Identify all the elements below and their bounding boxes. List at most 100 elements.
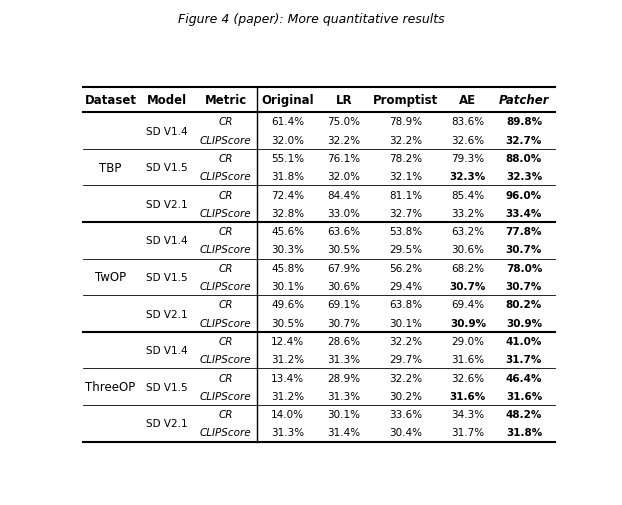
Text: 96.0%: 96.0% xyxy=(506,190,542,200)
Text: SD V2.1: SD V2.1 xyxy=(146,419,187,428)
Text: 33.4%: 33.4% xyxy=(506,209,542,219)
Text: 29.4%: 29.4% xyxy=(389,281,422,291)
Text: 31.8%: 31.8% xyxy=(271,172,304,182)
Text: 31.3%: 31.3% xyxy=(327,355,360,365)
Text: SD V1.5: SD V1.5 xyxy=(146,272,187,282)
Text: 30.4%: 30.4% xyxy=(389,428,422,437)
Text: Figure 4 (paper): More quantitative results: Figure 4 (paper): More quantitative resu… xyxy=(178,13,444,26)
Text: SD V1.4: SD V1.4 xyxy=(146,345,187,356)
Text: 49.6%: 49.6% xyxy=(271,300,304,310)
Text: 33.2%: 33.2% xyxy=(452,209,485,219)
Text: 55.1%: 55.1% xyxy=(271,154,304,164)
Text: CLIPScore: CLIPScore xyxy=(200,318,251,328)
Text: Dataset: Dataset xyxy=(85,94,137,107)
Text: 29.0%: 29.0% xyxy=(452,336,485,346)
Text: 13.4%: 13.4% xyxy=(271,373,304,383)
Text: LR: LR xyxy=(335,94,352,107)
Text: SD V2.1: SD V2.1 xyxy=(146,309,187,319)
Text: 69.4%: 69.4% xyxy=(452,300,485,310)
Text: 30.5%: 30.5% xyxy=(327,245,360,255)
Text: 31.7%: 31.7% xyxy=(452,428,485,437)
Text: CLIPScore: CLIPScore xyxy=(200,428,251,437)
Text: Original: Original xyxy=(261,94,314,107)
Text: CLIPScore: CLIPScore xyxy=(200,135,251,145)
Text: 88.0%: 88.0% xyxy=(506,154,542,164)
Text: 45.6%: 45.6% xyxy=(271,227,304,237)
Text: 30.7%: 30.7% xyxy=(506,281,542,291)
Text: 30.7%: 30.7% xyxy=(506,245,542,255)
Text: 14.0%: 14.0% xyxy=(271,409,304,419)
Text: 67.9%: 67.9% xyxy=(327,263,360,273)
Text: AE: AE xyxy=(459,94,476,107)
Text: 32.7%: 32.7% xyxy=(506,135,542,145)
Text: 85.4%: 85.4% xyxy=(452,190,485,200)
Text: 12.4%: 12.4% xyxy=(271,336,304,346)
Text: 69.1%: 69.1% xyxy=(327,300,360,310)
Text: 29.7%: 29.7% xyxy=(389,355,422,365)
Text: SD V1.5: SD V1.5 xyxy=(146,382,187,392)
Text: 33.6%: 33.6% xyxy=(389,409,422,419)
Text: TBP: TBP xyxy=(100,162,122,174)
Text: 30.1%: 30.1% xyxy=(389,318,422,328)
Text: 33.0%: 33.0% xyxy=(327,209,360,219)
Text: CLIPScore: CLIPScore xyxy=(200,245,251,255)
Text: SD V1.5: SD V1.5 xyxy=(146,163,187,173)
Text: 31.2%: 31.2% xyxy=(271,391,304,401)
Text: 30.6%: 30.6% xyxy=(327,281,360,291)
Text: 45.8%: 45.8% xyxy=(271,263,304,273)
Text: 30.3%: 30.3% xyxy=(271,245,304,255)
Text: CLIPScore: CLIPScore xyxy=(200,172,251,182)
Text: CLIPScore: CLIPScore xyxy=(200,209,251,219)
Text: 32.6%: 32.6% xyxy=(452,373,485,383)
Text: 78.0%: 78.0% xyxy=(506,263,542,273)
Text: 32.8%: 32.8% xyxy=(271,209,304,219)
Text: CR: CR xyxy=(218,154,233,164)
Text: Metric: Metric xyxy=(205,94,247,107)
Text: CR: CR xyxy=(218,117,233,127)
Text: 32.2%: 32.2% xyxy=(327,135,360,145)
Text: CLIPScore: CLIPScore xyxy=(200,281,251,291)
Text: 89.8%: 89.8% xyxy=(506,117,542,127)
Text: 30.5%: 30.5% xyxy=(271,318,304,328)
Text: 31.7%: 31.7% xyxy=(506,355,542,365)
Text: 32.3%: 32.3% xyxy=(450,172,486,182)
Text: 32.3%: 32.3% xyxy=(506,172,542,182)
Text: 77.8%: 77.8% xyxy=(506,227,542,237)
Text: CR: CR xyxy=(218,227,233,237)
Text: 32.2%: 32.2% xyxy=(389,135,422,145)
Text: 31.4%: 31.4% xyxy=(327,428,360,437)
Text: CR: CR xyxy=(218,300,233,310)
Text: 32.6%: 32.6% xyxy=(452,135,485,145)
Text: 30.1%: 30.1% xyxy=(271,281,304,291)
Text: 61.4%: 61.4% xyxy=(271,117,304,127)
Text: 63.2%: 63.2% xyxy=(452,227,485,237)
Text: Promptist: Promptist xyxy=(373,94,439,107)
Text: 84.4%: 84.4% xyxy=(327,190,360,200)
Text: 29.5%: 29.5% xyxy=(389,245,422,255)
Text: 78.9%: 78.9% xyxy=(389,117,422,127)
Text: 41.0%: 41.0% xyxy=(506,336,542,346)
Text: ThreeOP: ThreeOP xyxy=(85,380,136,393)
Text: 75.0%: 75.0% xyxy=(327,117,360,127)
Text: 32.1%: 32.1% xyxy=(389,172,422,182)
Text: 30.7%: 30.7% xyxy=(327,318,360,328)
Text: 30.9%: 30.9% xyxy=(506,318,542,328)
Text: 30.2%: 30.2% xyxy=(389,391,422,401)
Text: 32.2%: 32.2% xyxy=(389,336,422,346)
Text: 32.0%: 32.0% xyxy=(327,172,360,182)
Text: 53.8%: 53.8% xyxy=(389,227,422,237)
Text: 30.9%: 30.9% xyxy=(450,318,486,328)
Text: 72.4%: 72.4% xyxy=(271,190,304,200)
Text: SD V1.4: SD V1.4 xyxy=(146,236,187,246)
Text: 79.3%: 79.3% xyxy=(452,154,485,164)
Text: 31.6%: 31.6% xyxy=(450,391,486,401)
Text: 30.1%: 30.1% xyxy=(327,409,360,419)
Text: 56.2%: 56.2% xyxy=(389,263,422,273)
Text: 80.2%: 80.2% xyxy=(506,300,542,310)
Text: CR: CR xyxy=(218,263,233,273)
Text: 28.6%: 28.6% xyxy=(327,336,360,346)
Text: SD V2.1: SD V2.1 xyxy=(146,199,187,210)
Text: 63.8%: 63.8% xyxy=(389,300,422,310)
Text: 32.7%: 32.7% xyxy=(389,209,422,219)
Text: 78.2%: 78.2% xyxy=(389,154,422,164)
